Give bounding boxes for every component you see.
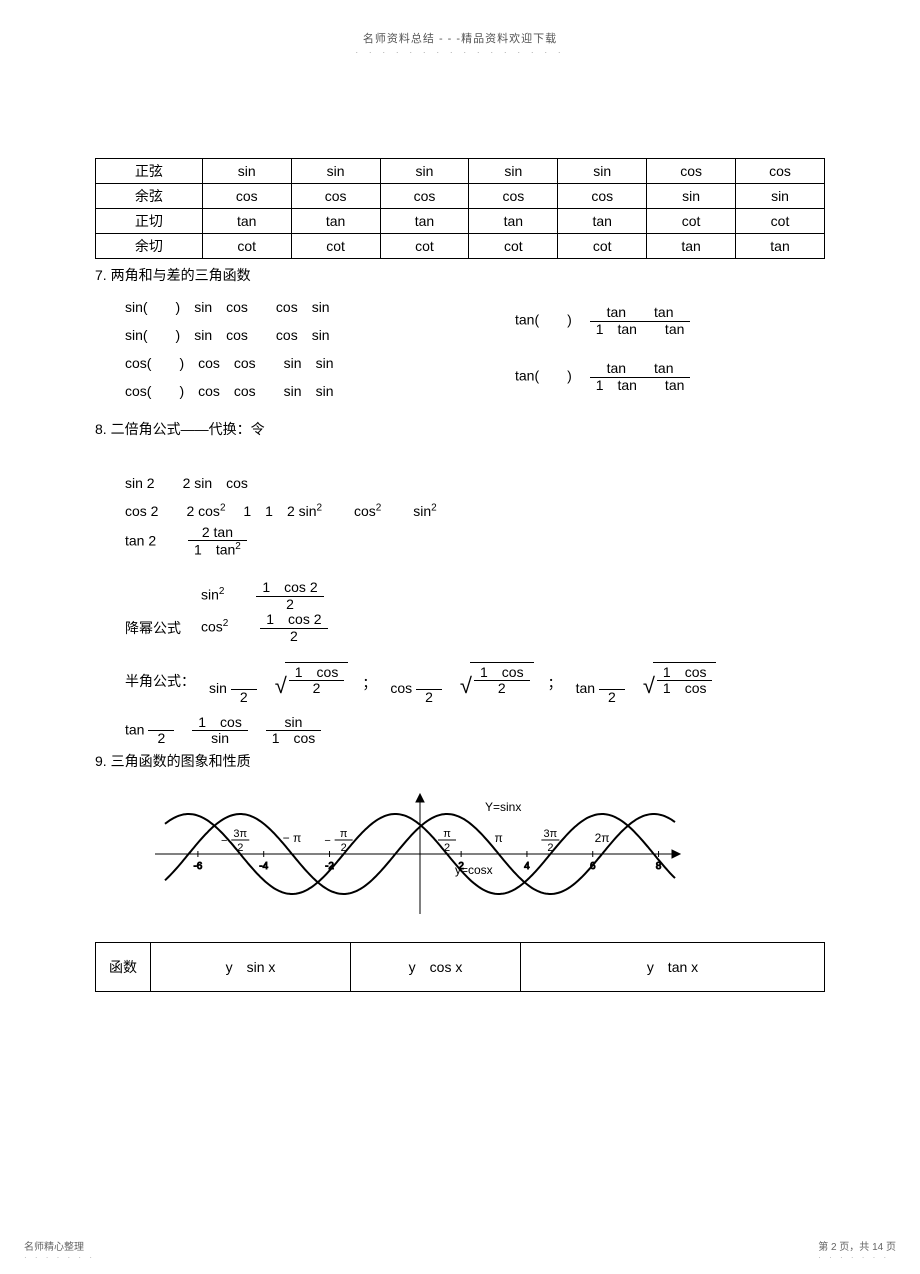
formula-line: cos( ) cos cos sin sin bbox=[125, 377, 455, 405]
svg-text:2: 2 bbox=[341, 842, 347, 854]
cell: tan bbox=[469, 209, 558, 234]
row-label: 余切 bbox=[96, 234, 203, 259]
graph-label-sin: Y=sinx bbox=[485, 800, 521, 814]
formula-line: sin( ) sin cos cos sin bbox=[125, 293, 455, 321]
table-row: 余切 cot cot cot cot cot tan tan bbox=[96, 234, 825, 259]
cell: sin bbox=[558, 159, 647, 184]
svg-text:− π: − π bbox=[283, 831, 302, 845]
svg-text:π: π bbox=[443, 828, 451, 840]
cell: cot bbox=[380, 234, 469, 259]
formula-line: tan( ) tan tan1 tan tan bbox=[515, 361, 690, 393]
formula-line: tan 2 2 tan1 tan2 bbox=[125, 525, 825, 558]
cell: sin bbox=[736, 184, 825, 209]
cell: tan bbox=[558, 209, 647, 234]
svg-text:-6: -6 bbox=[193, 861, 202, 872]
formula-line: sin 2 2 sin cos bbox=[125, 469, 825, 497]
header-dots: · · · · · · · · · · · · · · · · bbox=[355, 47, 564, 57]
footer-dots: · · · · · · · bbox=[24, 1253, 95, 1262]
formula-line: cos 2 √1 cos2 bbox=[390, 662, 533, 705]
svg-text:-4: -4 bbox=[259, 861, 268, 872]
cell: y tan x bbox=[521, 942, 825, 991]
formula-line: sin2 1 cos 22 bbox=[201, 580, 328, 612]
cell: cos bbox=[558, 184, 647, 209]
formula-line: sin( ) sin cos cos sin bbox=[125, 321, 455, 349]
cell: cot bbox=[202, 234, 291, 259]
cell: sin bbox=[380, 159, 469, 184]
double-angle-formulas: sin 2 2 sin cos cos 2 2 cos2 1 1 2 sin2 … bbox=[125, 469, 825, 558]
formula-line: tan( ) tan tan1 tan tan bbox=[515, 305, 690, 337]
cell: cos bbox=[647, 159, 736, 184]
cell: tan bbox=[202, 209, 291, 234]
footer-right: 第 2 页，共 14 页 bbox=[818, 1242, 896, 1253]
half-angle: 半角公式： sin 2 √1 cos2 ； cos 2 √1 cos2 ； ta… bbox=[125, 662, 825, 747]
graph-label-cos: y=cosx bbox=[455, 863, 493, 877]
formula-line: cos2 1 cos 22 bbox=[201, 612, 328, 644]
sum-diff-formulas: sin( ) sin cos cos sin sin( ) sin cos co… bbox=[125, 293, 825, 405]
cell: cot bbox=[291, 234, 380, 259]
svg-text:2π: 2π bbox=[595, 831, 610, 845]
cell: sin bbox=[469, 159, 558, 184]
svg-text:4: 4 bbox=[524, 861, 530, 872]
sin-cos-graph: -6-4-22468 Y=sinx y=cosx −3π2− π−π2π2π3π… bbox=[155, 789, 685, 919]
formula-line: tan 2 1 cossin sin1 cos bbox=[125, 715, 825, 747]
svg-text:2: 2 bbox=[444, 842, 450, 854]
cell: sin bbox=[647, 184, 736, 209]
cell: cos bbox=[202, 184, 291, 209]
svg-text:−: − bbox=[324, 835, 330, 847]
svg-text:π: π bbox=[495, 831, 503, 845]
power-reduction: 降幂公式 sin2 1 cos 22 cos2 1 cos 22 bbox=[125, 580, 825, 644]
table-row: 函数 y sin x y cos x y tan x bbox=[96, 942, 825, 991]
formula-line: sin 2 √1 cos2 bbox=[209, 662, 348, 705]
cell: cos bbox=[291, 184, 380, 209]
page-footer: 名师精心整理 · · · · · · · 第 2 页，共 14 页 · · · … bbox=[24, 1238, 896, 1262]
cell: 函数 bbox=[96, 942, 151, 991]
cell: tan bbox=[291, 209, 380, 234]
function-table: 函数 y sin x y cos x y tan x bbox=[95, 942, 825, 992]
footer-left: 名师精心整理 bbox=[24, 1242, 84, 1253]
cell: tan bbox=[380, 209, 469, 234]
cell: y cos x bbox=[351, 942, 521, 991]
table-row: 正弦 sin sin sin sin sin cos cos bbox=[96, 159, 825, 184]
page-header: 名师资料总结 - - -精品资料欢迎下载 · · · · · · · · · ·… bbox=[95, 30, 825, 58]
cell: tan bbox=[736, 234, 825, 259]
row-label: 正弦 bbox=[96, 159, 203, 184]
footer-dots: · · · · · · · bbox=[818, 1253, 896, 1262]
svg-text:3π: 3π bbox=[233, 828, 247, 840]
cell: y sin x bbox=[151, 942, 351, 991]
cell: cos bbox=[736, 159, 825, 184]
svg-text:3π: 3π bbox=[544, 828, 558, 840]
power-label: 降幂公式 bbox=[125, 616, 181, 644]
cell: cot bbox=[647, 209, 736, 234]
row-label: 余弦 bbox=[96, 184, 203, 209]
cell: cot bbox=[736, 209, 825, 234]
svg-text:π: π bbox=[340, 828, 348, 840]
header-text: 名师资料总结 - - -精品资料欢迎下载 bbox=[363, 33, 557, 45]
row-label: 正切 bbox=[96, 209, 203, 234]
trig-table: 正弦 sin sin sin sin sin cos cos 余弦 cos co… bbox=[95, 158, 825, 259]
cell: cos bbox=[380, 184, 469, 209]
table-row: 正切 tan tan tan tan tan cot cot bbox=[96, 209, 825, 234]
cell: cot bbox=[558, 234, 647, 259]
section-8-title: 8. 二倍角公式——代换：令 bbox=[95, 419, 825, 439]
formula-line: cos 2 2 cos2 1 1 2 sin2 cos2 sin2 bbox=[125, 497, 825, 525]
cell: cos bbox=[469, 184, 558, 209]
half-label: 半角公式： bbox=[125, 669, 195, 697]
cell: sin bbox=[291, 159, 380, 184]
cell: cot bbox=[469, 234, 558, 259]
svg-text:2: 2 bbox=[547, 842, 553, 854]
formula-line: cos( ) cos cos sin sin bbox=[125, 349, 455, 377]
formula-line: tan 2 √1 cos1 cos bbox=[576, 662, 717, 705]
section-9-title: 9. 三角函数的图象和性质 bbox=[95, 751, 825, 771]
table-row: 余弦 cos cos cos cos cos sin sin bbox=[96, 184, 825, 209]
svg-text:−: − bbox=[221, 835, 227, 847]
cell: sin bbox=[202, 159, 291, 184]
section-7-title: 7. 两角和与差的三角函数 bbox=[95, 265, 825, 285]
svg-text:2: 2 bbox=[237, 842, 243, 854]
cell: tan bbox=[647, 234, 736, 259]
